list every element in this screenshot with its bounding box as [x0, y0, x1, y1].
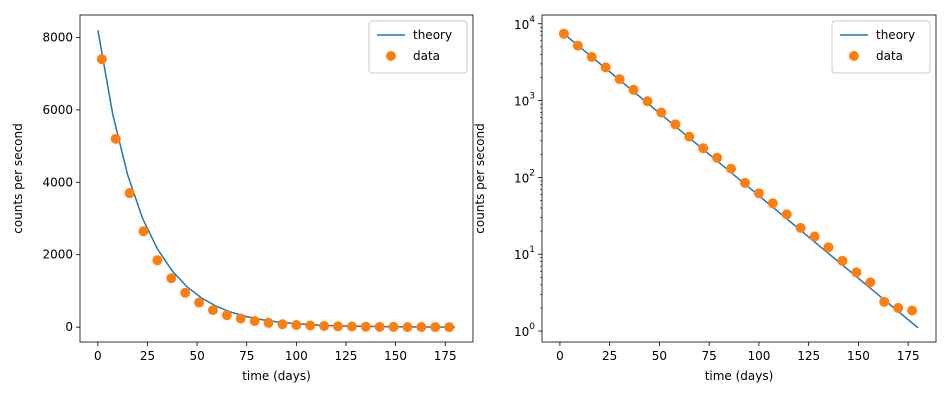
- x-tick-label: 50: [652, 349, 667, 363]
- data-point: [166, 273, 177, 284]
- data-point: [600, 62, 611, 73]
- legend-label: data: [876, 49, 903, 63]
- x-tick-label: 150: [847, 349, 870, 363]
- data-point: [628, 84, 639, 95]
- data-point: [865, 277, 876, 288]
- y-tick-label: 0: [65, 320, 73, 334]
- data-point: [726, 163, 737, 174]
- y-tick-label: 2000: [42, 248, 73, 262]
- data-point: [249, 315, 260, 326]
- x-tick-label: 75: [702, 349, 717, 363]
- x-tick-label: 25: [140, 349, 155, 363]
- y-tick-label: 8000: [42, 30, 73, 44]
- x-tick-label: 175: [897, 349, 920, 363]
- data-point: [670, 119, 681, 130]
- data-point: [402, 321, 413, 332]
- data-point: [333, 321, 344, 332]
- data-point: [152, 255, 163, 266]
- data-point: [893, 302, 904, 313]
- y-tick-label: 4000: [42, 175, 73, 189]
- data-point: [698, 143, 709, 154]
- x-axis-label: time (days): [705, 369, 774, 383]
- x-tick-label: 125: [797, 349, 820, 363]
- data-point: [207, 305, 218, 316]
- data-point: [124, 188, 135, 199]
- data-point: [291, 319, 302, 330]
- data-point: [753, 188, 764, 199]
- x-axis-label: time (days): [242, 369, 311, 383]
- x-tick-label: 0: [94, 349, 102, 363]
- data-point: [235, 313, 246, 324]
- y-tick-label: 102: [514, 168, 535, 185]
- data-point: [416, 322, 427, 333]
- x-tick-label: 175: [434, 349, 457, 363]
- data-point: [558, 28, 569, 39]
- data-point: [851, 267, 862, 278]
- legend-marker-swatch: [849, 51, 859, 61]
- x-tick-label: 25: [602, 349, 617, 363]
- data-point: [809, 231, 820, 242]
- x-tick-label: 100: [285, 349, 308, 363]
- data-point: [572, 40, 583, 51]
- axes-frame: [79, 14, 474, 343]
- x-tick-label: 75: [239, 349, 254, 363]
- data-point: [319, 320, 330, 331]
- x-tick-label: 150: [384, 349, 407, 363]
- y-tick-label: 103: [514, 92, 535, 109]
- data-point: [767, 198, 778, 209]
- data-point: [263, 317, 274, 328]
- y-axis-label: counts per second: [473, 123, 487, 233]
- x-tick-label: 0: [556, 349, 564, 363]
- data-point: [656, 107, 667, 118]
- data-point: [221, 310, 232, 321]
- x-tick-label: 50: [189, 349, 204, 363]
- legend-label: theory: [876, 28, 915, 42]
- data-point: [586, 51, 597, 62]
- data-point: [360, 321, 371, 332]
- data-point: [712, 152, 723, 163]
- linear-scale-panel: 0 25 50 75 100 125 150 175 0 2000 4000 6000 8000 time…: [11, 14, 474, 383]
- legend-marker-swatch: [386, 51, 396, 61]
- y-tick-label: 101: [514, 245, 535, 262]
- legend-label: data: [413, 49, 440, 63]
- data-point: [430, 322, 441, 333]
- data-point: [614, 74, 625, 85]
- data-point: [837, 255, 848, 266]
- data-point: [823, 242, 834, 253]
- x-tick-label: 100: [747, 349, 770, 363]
- data-point: [388, 321, 399, 332]
- log-scale-panel: 0 25 50 75 100 125 150 175 100 101 102 103 104 time (…: [473, 14, 937, 383]
- data-point: [110, 133, 121, 144]
- data-point: [879, 296, 890, 307]
- data-point: [305, 320, 316, 331]
- data-point: [642, 96, 653, 107]
- data-point: [374, 321, 385, 332]
- x-tick-label: 125: [335, 349, 358, 363]
- y-tick-label: 100: [514, 322, 535, 339]
- data-point: [781, 209, 792, 220]
- data-point: [739, 177, 750, 188]
- data-point: [346, 321, 357, 332]
- y-tick-label: 6000: [42, 103, 73, 117]
- legend-label: theory: [413, 28, 452, 42]
- data-point: [138, 226, 149, 237]
- y-axis-label: counts per second: [11, 123, 25, 233]
- data-point: [444, 322, 455, 333]
- data-point: [795, 222, 806, 233]
- data-point: [907, 305, 918, 316]
- series-line-theory: [559, 29, 919, 329]
- data-point: [277, 319, 288, 330]
- data-point: [96, 54, 107, 65]
- axes-frame: [541, 14, 937, 343]
- y-tick-label: 104: [514, 15, 535, 32]
- data-point: [194, 297, 205, 308]
- data-point: [684, 131, 695, 142]
- data-point: [180, 287, 191, 298]
- series-line-theory: [97, 30, 456, 328]
